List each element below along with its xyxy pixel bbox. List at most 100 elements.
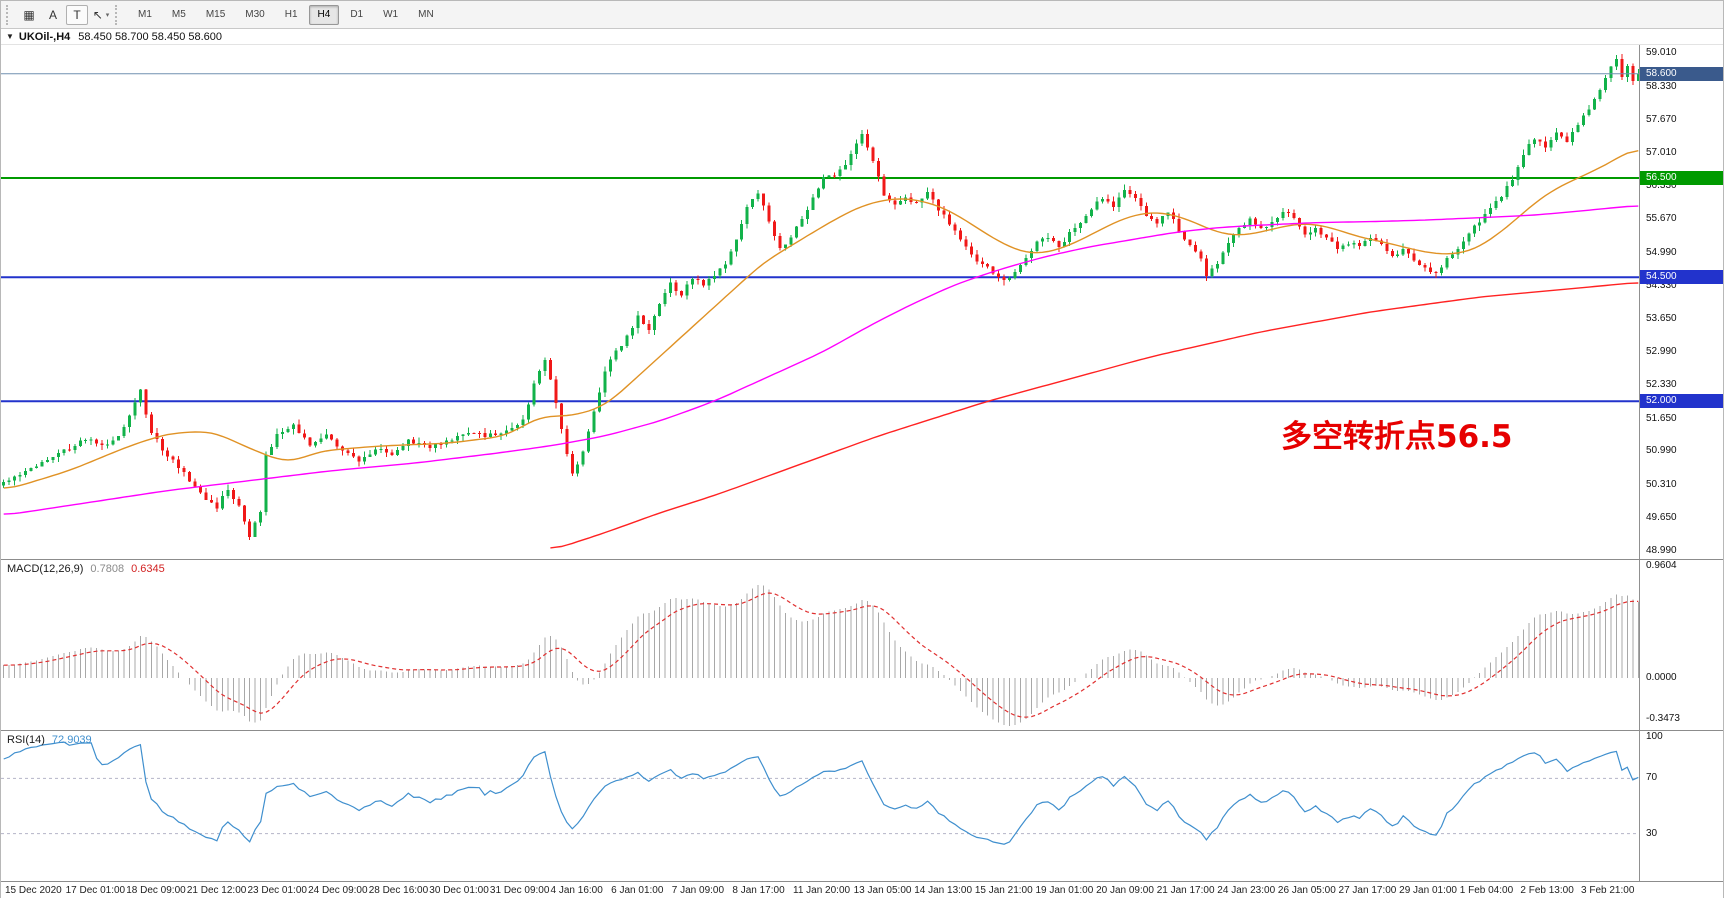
macd-indicator-name: MACD(12,26,9) bbox=[7, 563, 84, 575]
timeframe-button-h1[interactable]: H1 bbox=[284, 9, 298, 20]
toolbar: ▦ A T ↖ ▾ M1 M5 M15 M30 H1 H4 D1 W1 MN bbox=[1, 1, 1723, 29]
time-label: 1 Feb 04:00 bbox=[1459, 885, 1514, 896]
price-badge-52.000: 52.000 bbox=[1640, 394, 1723, 409]
time-label: 6 Jan 01:00 bbox=[611, 885, 664, 896]
rsi-tick: 70 bbox=[1646, 772, 1658, 784]
rsi-chart-canvas[interactable] bbox=[1, 731, 1641, 881]
timeframe-toolbar: M1 M5 M15 M30 H1 H4 D1 W1 MN bbox=[128, 4, 444, 25]
time-label: 24 Jan 23:00 bbox=[1217, 885, 1276, 896]
ma-fast-line bbox=[3, 150, 1639, 489]
text-tool-button[interactable]: A bbox=[48, 7, 57, 22]
price-tick: 56.330 bbox=[1646, 180, 1677, 192]
timeframe-button-h4[interactable]: H4 bbox=[308, 4, 340, 25]
rsi-line bbox=[3, 741, 1639, 845]
price-panel: 多空转折点56.5 59.010 58.330 57.670 57.010 56.330… bbox=[1, 45, 1723, 559]
time-label: 29 Jan 01:00 bbox=[1399, 885, 1457, 896]
time-label: 19 Jan 01:00 bbox=[1035, 885, 1094, 896]
price-tick: 57.670 bbox=[1646, 113, 1677, 125]
macd-panel: MACD(12,26,9) 0.7808 0.6345 0.9604 0.0000 -0… bbox=[1, 560, 1723, 730]
toolbar-grip[interactable] bbox=[6, 4, 12, 25]
time-label: 13 Jan 05:00 bbox=[853, 885, 912, 896]
candles-down bbox=[67, 54, 1635, 540]
time-label: 3 Feb 21:00 bbox=[1581, 885, 1635, 896]
price-tick: 52.990 bbox=[1646, 346, 1677, 358]
price-tick: 54.990 bbox=[1646, 246, 1677, 258]
ma-slow-line bbox=[550, 282, 1639, 549]
cursor-tool-button[interactable]: ↖ ▾ bbox=[92, 7, 110, 22]
chart-windows-button[interactable]: ▦ bbox=[23, 7, 35, 22]
macd-histogram bbox=[3, 584, 1639, 727]
price-badge-56.500: 56.500 bbox=[1640, 170, 1723, 185]
time-axis[interactable]: 15 Dec 2020 17 Dec 01:00 18 Dec 09:00 21 De… bbox=[1, 881, 1723, 898]
symbol-ohlc-values: 58.450 58.700 58.450 58.600 bbox=[78, 30, 223, 43]
price-badge-54.500: 54.500 bbox=[1640, 270, 1723, 285]
time-label: 15 Jan 21:00 bbox=[974, 885, 1033, 896]
macd-tick: -0.3473 bbox=[1646, 713, 1680, 725]
macd-tick: 0.0000 bbox=[1646, 672, 1677, 684]
price-tick: 54.330 bbox=[1646, 279, 1677, 291]
time-label: 24 Dec 09:00 bbox=[308, 885, 368, 896]
rsi-axis[interactable]: 100 70 30 bbox=[1639, 731, 1723, 881]
timeframe-button-m1[interactable]: M1 bbox=[138, 9, 152, 20]
price-chart-canvas[interactable] bbox=[1, 45, 1641, 559]
time-label: 17 Dec 01:00 bbox=[65, 885, 126, 896]
time-label: 2 Feb 13:00 bbox=[1520, 885, 1574, 896]
timeframe-button-mn[interactable]: MN bbox=[418, 9, 434, 20]
price-tick: 48.990 bbox=[1646, 544, 1677, 556]
price-tick: 49.650 bbox=[1646, 511, 1677, 523]
time-label: 18 Dec 09:00 bbox=[126, 885, 186, 896]
price-tick: 50.990 bbox=[1646, 445, 1677, 457]
time-label: 14 Jan 13:00 bbox=[914, 885, 973, 896]
timeframe-button-d1[interactable]: D1 bbox=[350, 9, 364, 20]
rsi-value: 72.9039 bbox=[51, 734, 92, 746]
price-tick: 58.330 bbox=[1646, 81, 1677, 93]
symbol-title: UKOil-,H4 bbox=[18, 30, 71, 43]
timeframe-button-m30[interactable]: M30 bbox=[245, 9, 265, 20]
label-tool-button[interactable]: T bbox=[66, 4, 88, 25]
price-tick: 51.650 bbox=[1646, 412, 1677, 424]
macd-label: MACD(12,26,9) 0.7808 0.6345 bbox=[7, 563, 165, 575]
chart-window: ▼ UKOil-,H4 58.450 58.700 58.450 58.600 … bbox=[1, 29, 1723, 898]
macd-tick: 0.9604 bbox=[1646, 560, 1677, 571]
macd-chart-canvas[interactable] bbox=[1, 560, 1641, 730]
time-label: 27 Jan 17:00 bbox=[1338, 885, 1397, 896]
toolbar-grip[interactable] bbox=[115, 4, 121, 25]
ma-mid-line bbox=[3, 205, 1639, 515]
time-label: 28 Dec 16:00 bbox=[368, 885, 429, 896]
timeframe-button-m15[interactable]: M15 bbox=[205, 9, 226, 20]
chart-annotation-text: 多空转折点56.5 bbox=[1281, 419, 1513, 455]
price-axis[interactable]: 59.010 58.330 57.670 57.010 56.330 55.670 54.9… bbox=[1639, 45, 1723, 559]
macd-signal-value: 0.6345 bbox=[131, 563, 165, 575]
time-label: 8 Jan 17:00 bbox=[732, 885, 785, 896]
time-label: 21 Jan 17:00 bbox=[1156, 885, 1215, 896]
macd-axis[interactable]: 0.9604 0.0000 -0.3473 bbox=[1639, 560, 1723, 730]
candles-up bbox=[2, 55, 1640, 538]
rsi-panel: RSI(14) 72.9039 100 70 30 bbox=[1, 731, 1723, 881]
time-label: 20 Jan 09:00 bbox=[1096, 885, 1154, 896]
time-label: 21 Dec 12:00 bbox=[186, 885, 247, 896]
price-tick: 53.650 bbox=[1646, 313, 1677, 325]
time-label: 23 Dec 01:00 bbox=[247, 885, 307, 896]
symbol-header: ▼ UKOil-,H4 58.450 58.700 58.450 58.600 bbox=[1, 29, 1723, 45]
price-tick: 59.010 bbox=[1646, 47, 1677, 59]
rsi-tick: 30 bbox=[1646, 827, 1658, 839]
time-label: 26 Jan 05:00 bbox=[1277, 885, 1336, 896]
tool-button-group: ▦ A T ↖ ▾ bbox=[17, 4, 113, 25]
rsi-label: RSI(14) 72.9039 bbox=[7, 734, 92, 746]
price-tick: 50.310 bbox=[1646, 479, 1677, 491]
price-tick: 52.330 bbox=[1646, 378, 1677, 390]
dropdown-caret-icon: ▾ bbox=[105, 11, 110, 19]
time-label: 15 Dec 2020 bbox=[5, 885, 62, 896]
timeframe-button-m5[interactable]: M5 bbox=[171, 9, 186, 20]
panel-divider[interactable] bbox=[1, 559, 1723, 560]
time-label: 31 Dec 09:00 bbox=[489, 885, 550, 896]
panel-divider[interactable] bbox=[1, 730, 1723, 731]
collapse-arrow-icon[interactable]: ▼ bbox=[6, 32, 14, 41]
price-tick: 55.670 bbox=[1646, 213, 1677, 225]
time-label: 30 Dec 01:00 bbox=[429, 885, 489, 896]
macd-signal-line bbox=[3, 592, 1639, 718]
macd-main-value: 0.7808 bbox=[90, 563, 125, 575]
rsi-indicator-name: RSI(14) bbox=[7, 734, 45, 746]
price-tick: 57.010 bbox=[1646, 146, 1677, 158]
timeframe-button-w1[interactable]: W1 bbox=[383, 9, 399, 20]
